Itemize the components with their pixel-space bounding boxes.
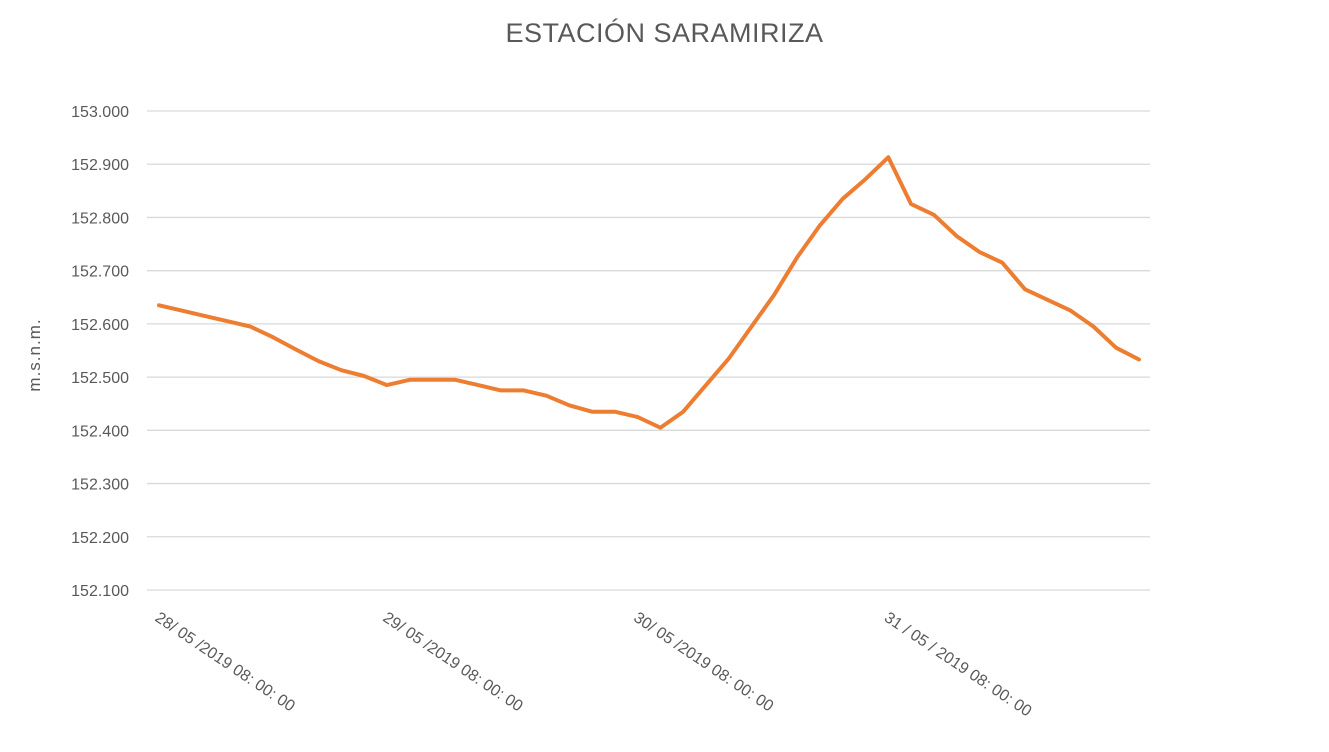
y-tick-label: 152.500 [71, 370, 129, 387]
series-layer [157, 155, 1141, 430]
y-tick-label: 152.400 [71, 423, 129, 440]
y-tick-label: 152.900 [71, 157, 129, 174]
y-axis-label: m.s.n.m. [25, 318, 44, 391]
x-axis-ticks: 28/ 05 /2019 08: 00: 00 29/ 05 /2019 08: … [152, 609, 1035, 720]
y-tick-label: 152.200 [71, 530, 129, 547]
y-axis-ticks: 152.100 152.200 152.300 152.400 152.500 152.6… [71, 104, 129, 600]
series-line [157, 155, 1141, 430]
x-tick-label: 28/ 05 /2019 08: 00: 00 [152, 609, 298, 715]
gridlines [147, 110, 1150, 591]
y-tick-label: 152.800 [71, 210, 129, 227]
y-tick-label: 152.300 [71, 477, 129, 494]
x-tick-label: 31 / 05 / 2019 08: 00: 00 [881, 609, 1034, 720]
x-tick-label: 30/ 05 /2019 08: 00: 00 [630, 609, 776, 715]
y-tick-label: 152.100 [71, 583, 129, 600]
y-tick-label: 152.600 [71, 317, 129, 334]
x-tick-label: 29/ 05 /2019 08: 00: 00 [380, 609, 526, 715]
chart-title: ESTACIÓN SARAMIRIZA [505, 18, 824, 48]
y-tick-label: 152.700 [71, 264, 129, 281]
y-tick-label: 153.000 [71, 104, 129, 121]
